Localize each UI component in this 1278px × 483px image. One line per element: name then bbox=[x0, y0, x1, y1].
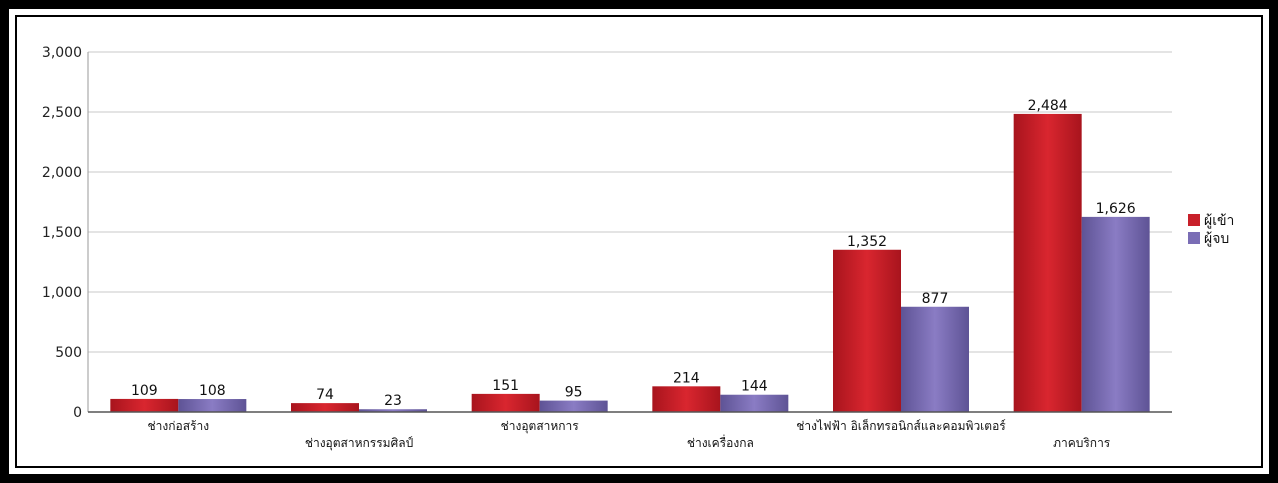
bar-entrants-5 bbox=[1013, 113, 1082, 413]
category-label: ช่างไฟฟ้า อิเล็กทรอนิกส์และคอมพิวเตอร์ bbox=[796, 418, 1006, 433]
data-label: 144 bbox=[741, 379, 768, 395]
bar-graduates-1 bbox=[359, 409, 427, 412]
data-label: 877 bbox=[922, 291, 949, 307]
data-label: 108 bbox=[199, 383, 226, 399]
bar-graduates-3 bbox=[720, 394, 789, 412]
bar-entrants-1 bbox=[291, 403, 359, 412]
bar-entrants-2 bbox=[471, 393, 540, 412]
bar-entrants-4 bbox=[833, 249, 901, 412]
bar-graduates-2 bbox=[539, 400, 608, 412]
y-tick-label: 0 bbox=[73, 405, 82, 421]
bar-graduates-4 bbox=[901, 306, 969, 412]
legend-swatch bbox=[1188, 232, 1200, 244]
legend-label: ผู้เข้า bbox=[1204, 213, 1234, 229]
x-axis: ช่างก่อสร้างช่างอุตสาหกรรมศิลป์ ช่างอุตสา… bbox=[88, 411, 1172, 451]
data-label: 1,352 bbox=[847, 234, 887, 250]
bar-entrants-0 bbox=[110, 398, 179, 412]
data-label: 74 bbox=[316, 387, 334, 403]
category-label: ช่างอุตสาหกรรมศิลป์ bbox=[305, 436, 413, 451]
y-tick-label: 1,500 bbox=[42, 225, 82, 241]
bar-entrants-3 bbox=[652, 386, 721, 412]
y-tick-label: 3,000 bbox=[42, 45, 82, 61]
bar-graduates-0 bbox=[178, 399, 247, 412]
data-labels: 109 74 151 214 1,352 2,484 108 23 95 144 877 1,626 bbox=[131, 98, 1136, 409]
data-label: 1,626 bbox=[1096, 201, 1136, 217]
category-label: ช่างอุตสาหการ bbox=[501, 419, 580, 434]
data-label: 151 bbox=[492, 378, 519, 394]
y-tick-label: 1,000 bbox=[42, 285, 82, 301]
data-label: 23 bbox=[384, 393, 402, 409]
data-label: 214 bbox=[673, 370, 700, 386]
data-label: 95 bbox=[565, 385, 583, 401]
legend-swatch bbox=[1188, 214, 1200, 226]
data-label: 2,484 bbox=[1028, 98, 1068, 114]
data-label: 109 bbox=[131, 383, 158, 399]
category-label: ช่างเครื่องกล bbox=[687, 434, 754, 450]
y-tick-label: 2,000 bbox=[42, 165, 82, 181]
category-label: ช่างก่อสร้าง bbox=[148, 419, 210, 433]
bar-graduates-5 bbox=[1081, 216, 1150, 412]
gridlines bbox=[88, 51, 1172, 353]
legend: ผู้เข้าผู้จบ bbox=[1188, 213, 1234, 247]
category-label: ภาคบริการ bbox=[1053, 436, 1111, 450]
y-tick-label: 500 bbox=[55, 345, 82, 361]
bars bbox=[110, 113, 1150, 413]
y-tick-label: 2,500 bbox=[42, 105, 82, 121]
y-axis: 0 500 1,000 1,500 2,000 2,500 3,000 bbox=[42, 45, 89, 421]
legend-label: ผู้จบ bbox=[1204, 231, 1229, 247]
